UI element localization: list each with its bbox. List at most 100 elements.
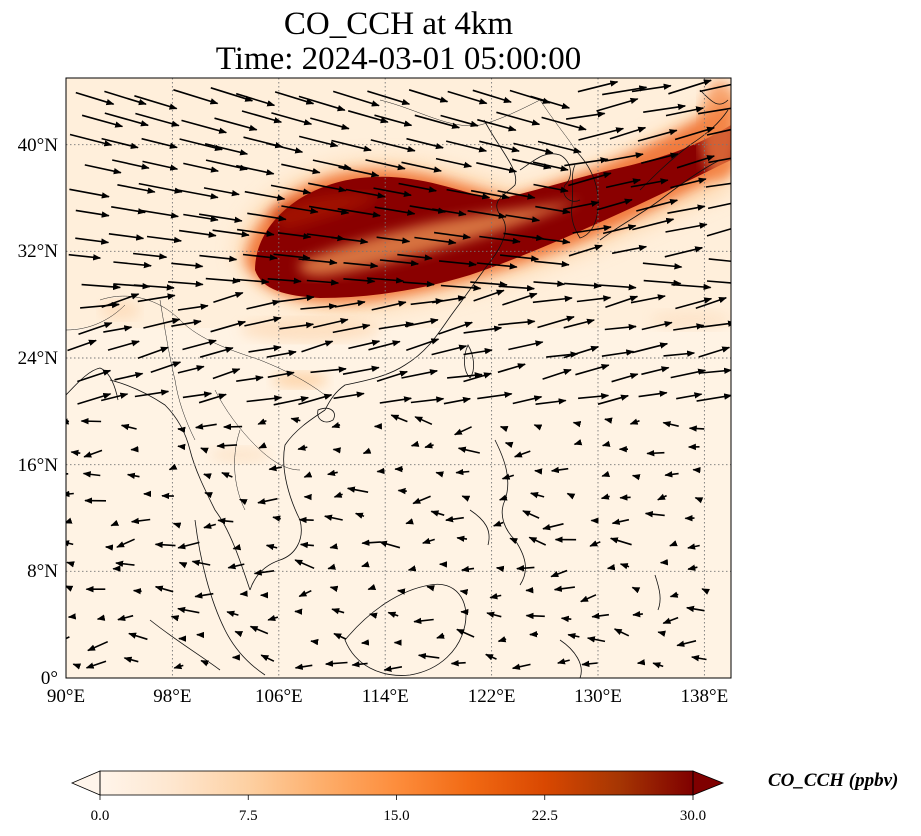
- wind-arrow: [687, 543, 700, 550]
- lat-tick-label: 32°N: [18, 241, 59, 262]
- wind-arrow: [657, 630, 666, 637]
- map-title: CO_CCH at 4km: [283, 6, 514, 42]
- lon-tick-label: 90°E: [47, 686, 85, 707]
- wind-arrow: [479, 140, 520, 153]
- wind-arrow: [210, 320, 247, 333]
- wind-arrow: [273, 253, 311, 261]
- wind-arrow: [200, 659, 209, 667]
- wind-arrow: [274, 91, 315, 105]
- wind-arrow: [463, 347, 493, 356]
- wind-arrow: [557, 658, 570, 665]
- wind-arrow: [440, 284, 482, 292]
- wind-arrow: [327, 469, 338, 477]
- wind-arrow: [198, 213, 243, 223]
- wind-arrow: [312, 317, 349, 329]
- wind-arrow: [247, 212, 287, 222]
- wind-arrow: [567, 632, 580, 640]
- wind-arrow: [128, 632, 148, 641]
- wind-arrow: [303, 471, 313, 478]
- wind-arrow: [670, 368, 707, 379]
- colorbar-tick-label: 7.5: [239, 808, 258, 824]
- map-subtitle: Time: 2024-03-01 05:00:00: [215, 41, 582, 77]
- wind-arrow: [80, 417, 102, 425]
- wind-arrow: [560, 615, 572, 623]
- wind-arrow: [642, 262, 683, 270]
- wind-arrow: [327, 563, 337, 570]
- wind-arrow: [142, 160, 179, 171]
- wind-vectors: [66, 79, 731, 672]
- wind-arrow: [281, 205, 319, 214]
- colorbar: 0.0 7.5 15.0 22.5 30.0: [70, 770, 725, 824]
- wind-arrow: [204, 143, 249, 156]
- wind-arrow: [308, 205, 350, 215]
- wind-arrow: [535, 205, 571, 215]
- wind-arrow: [537, 315, 575, 329]
- wind-arrow: [601, 470, 611, 477]
- wind-arrow: [117, 614, 134, 621]
- wind-arrow: [404, 318, 439, 328]
- wind-arrow: [436, 632, 445, 639]
- wind-arrow: [101, 137, 139, 149]
- wind-arrow: [200, 447, 209, 454]
- wind-arrow: [402, 280, 435, 288]
- wind-arrow: [632, 217, 675, 231]
- wind-arrow: [195, 423, 217, 430]
- wind-arrow: [412, 495, 431, 505]
- wind-arrow: [630, 178, 669, 188]
- wind-arrow: [246, 299, 281, 310]
- wind-arrow: [619, 563, 630, 570]
- wind-arrow: [367, 583, 377, 591]
- wind-arrow: [342, 365, 380, 375]
- wind-arrow: [204, 491, 213, 499]
- wind-arrow: [473, 289, 505, 302]
- wind-arrow: [298, 589, 312, 598]
- wind-arrow: [688, 425, 705, 432]
- wind-arrow: [512, 395, 543, 405]
- wind-arrow: [601, 349, 635, 357]
- wind-arrow: [596, 97, 639, 112]
- wind-arrow: [183, 213, 219, 223]
- wind-arrow: [258, 442, 267, 449]
- wind-arrow: [489, 593, 502, 600]
- wind-arrow: [495, 565, 505, 573]
- wind-arrow: [78, 322, 113, 336]
- wind-arrow: [281, 163, 321, 175]
- wind-arrow: [277, 294, 315, 303]
- wind-arrow: [644, 510, 665, 518]
- wind-arrow: [137, 346, 169, 359]
- wind-arrow: [563, 318, 595, 329]
- wind-arrow: [270, 184, 312, 195]
- wind-arrow: [126, 472, 140, 480]
- wind-arrow: [227, 563, 245, 570]
- wind-arrow: [687, 564, 698, 571]
- wind-arrow: [362, 447, 372, 455]
- wind-arrow: [697, 107, 731, 115]
- wind-arrow: [673, 323, 705, 331]
- wind-arrow: [253, 569, 275, 576]
- wind-arrow: [533, 424, 543, 431]
- wind-arrow: [663, 350, 696, 357]
- wind-arrow: [397, 487, 407, 495]
- wind-arrow: [695, 296, 727, 309]
- wind-arrow: [337, 208, 381, 218]
- wind-arrow: [406, 338, 440, 351]
- wind-arrow: [365, 159, 406, 171]
- wind-arrow: [66, 540, 74, 547]
- wind-arrow: [199, 346, 234, 358]
- wind-arrow: [600, 493, 610, 500]
- wind-arrow: [431, 295, 467, 304]
- wind-arrow: [604, 152, 644, 162]
- wind-arrow: [387, 611, 399, 618]
- wind-arrow: [669, 591, 679, 598]
- wind-arrow: [706, 128, 731, 136]
- wind-arrow: [347, 110, 389, 124]
- wind-arrow: [631, 586, 641, 594]
- wind-arrow: [268, 464, 282, 472]
- wind-arrow: [470, 189, 510, 200]
- wind-arrow: [707, 202, 731, 210]
- wind-arrow: [348, 339, 381, 350]
- wind-arrow: [354, 512, 365, 519]
- lon-tick-label: 130°E: [574, 686, 622, 707]
- wind-arrow: [249, 625, 269, 635]
- wind-arrow: [431, 344, 468, 356]
